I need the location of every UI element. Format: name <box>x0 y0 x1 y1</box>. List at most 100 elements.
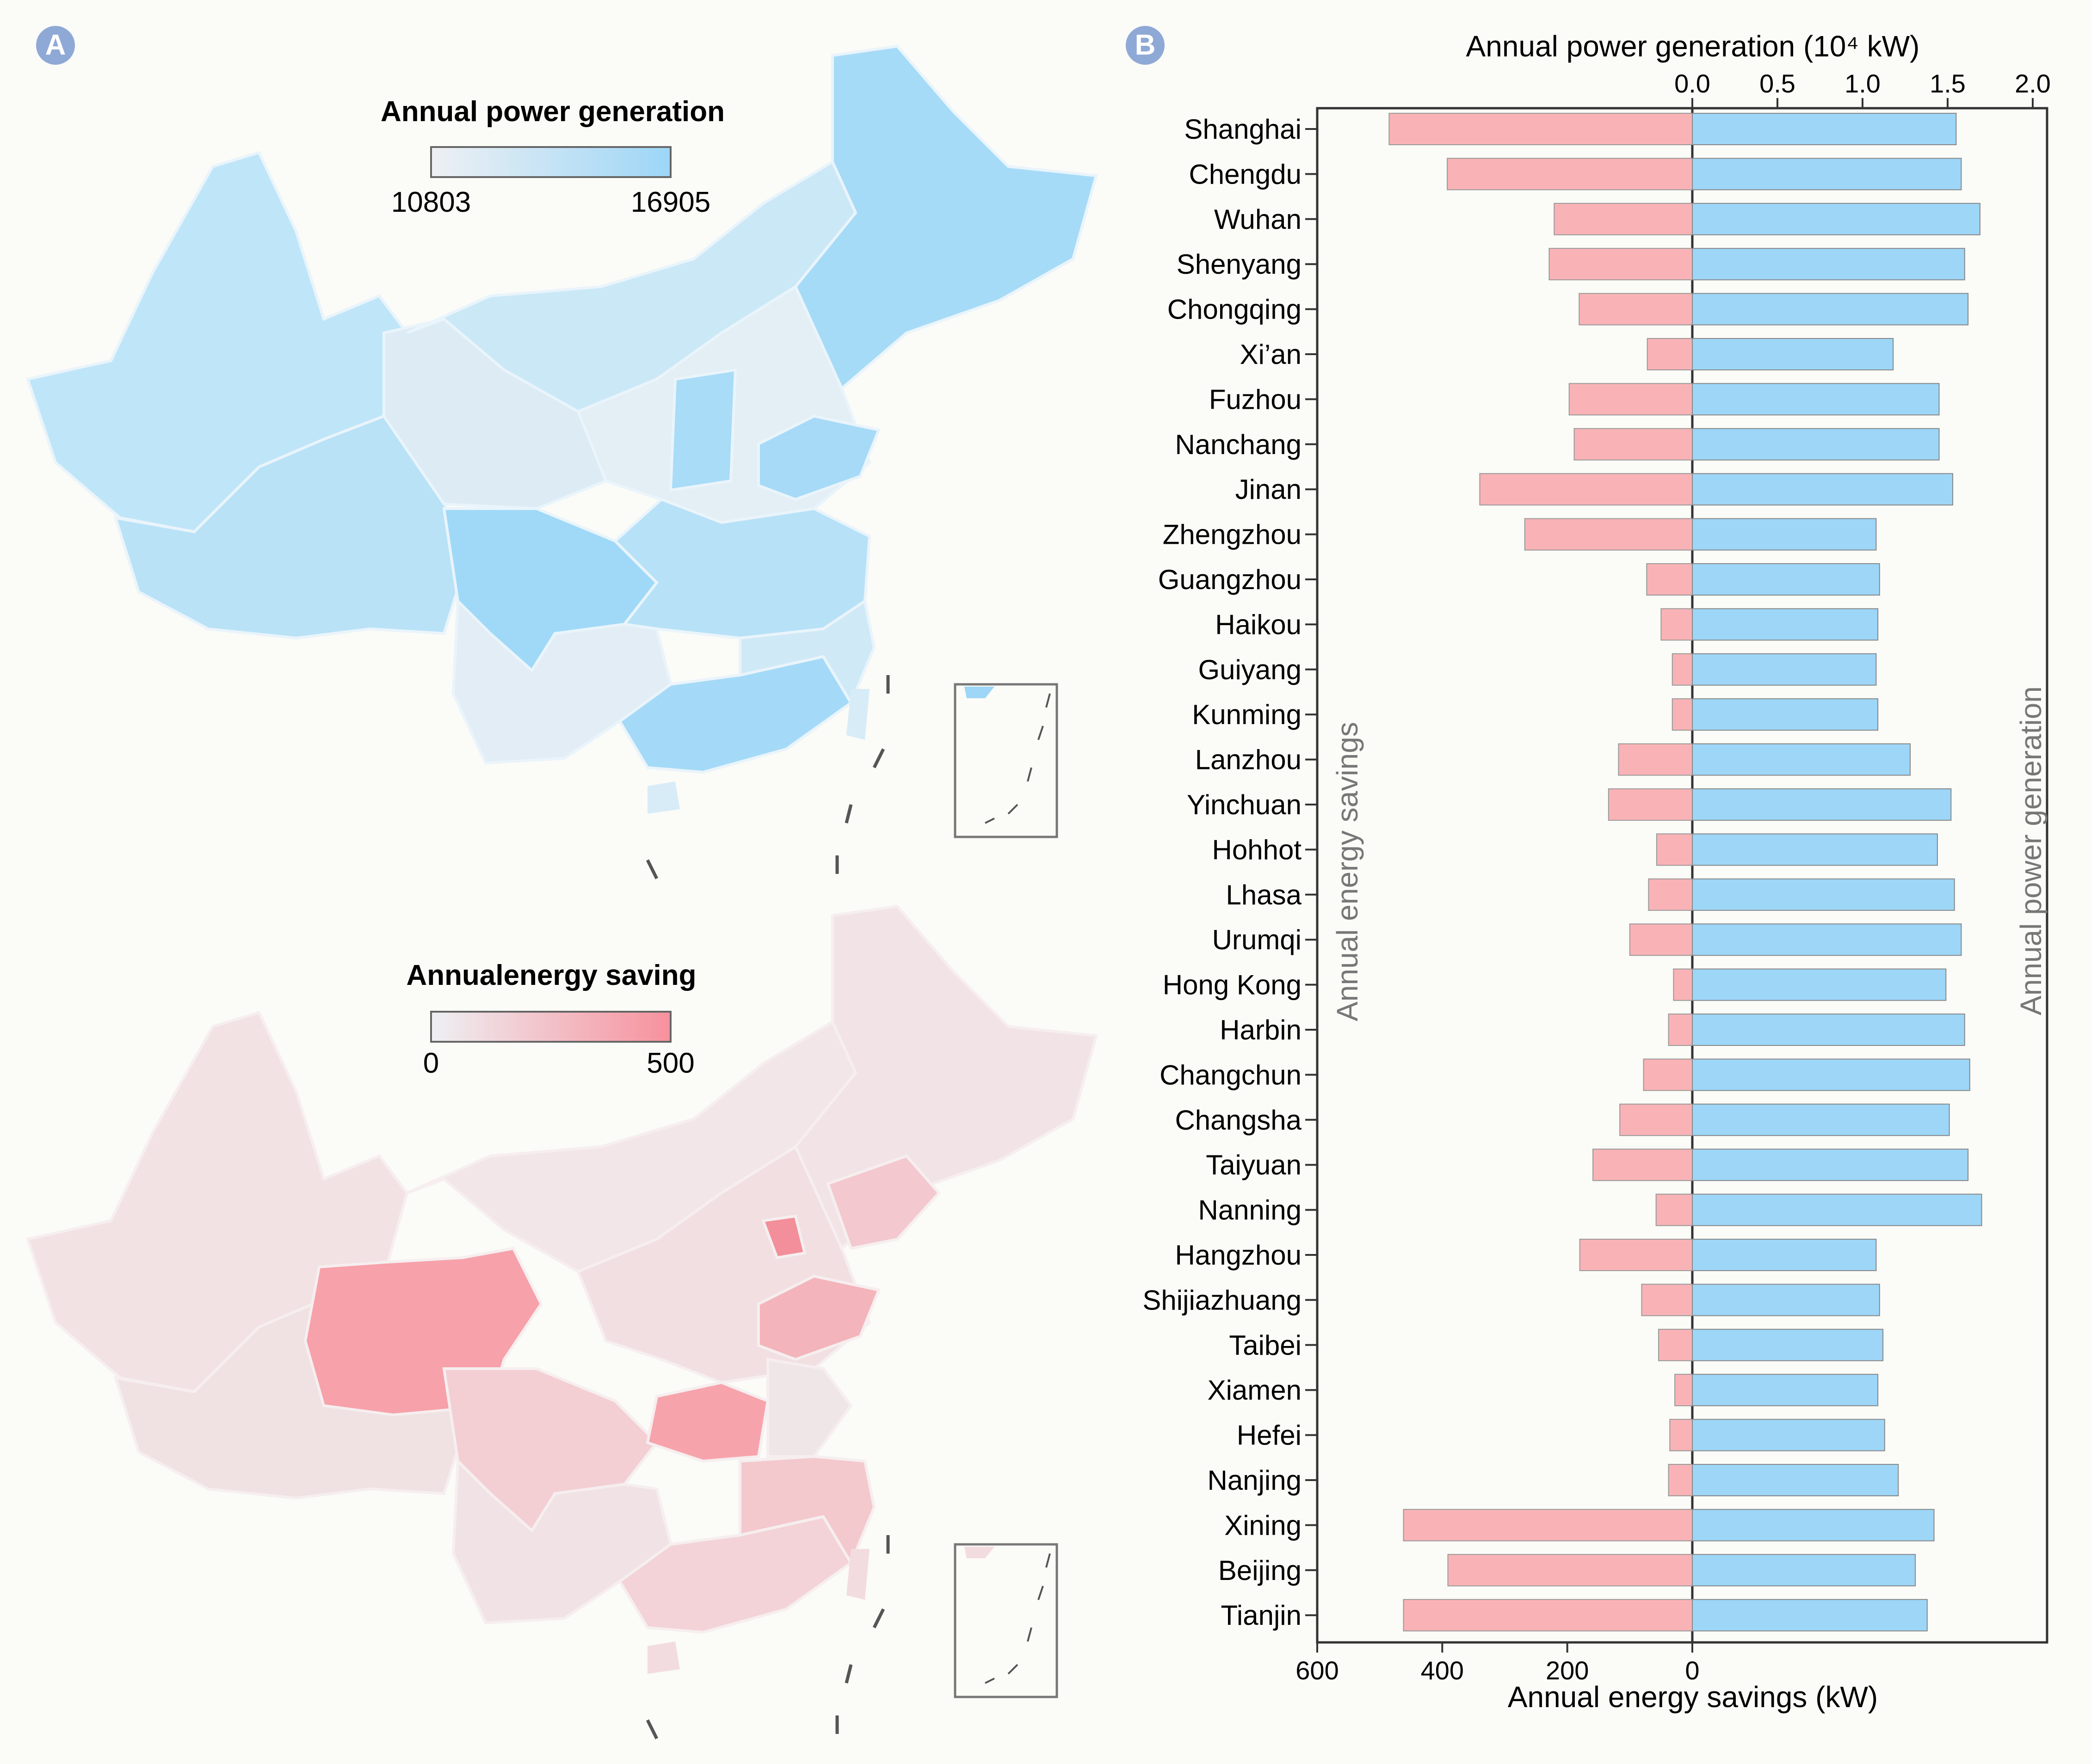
bar-generation-22 <box>1692 1103 1950 1136</box>
bar-generation-29 <box>1692 1419 1885 1451</box>
bar-generation-23 <box>1692 1149 1969 1181</box>
bar-generation-1 <box>1692 158 1962 191</box>
left-vertical-label: Annual energy savings <box>1331 722 1364 1021</box>
bar-generation-26 <box>1692 1284 1880 1316</box>
bars-layer <box>1388 113 1982 1632</box>
top-tick-label-4: 2.0 <box>2015 69 2051 98</box>
map-region-hainan <box>648 781 680 814</box>
map-energy-saving: Annualenergy saving 0 500 <box>26 904 1098 1739</box>
panel-badge-b: B <box>1126 26 1165 65</box>
bar-generation-19 <box>1692 968 1947 1001</box>
bar-generation-8 <box>1692 473 1954 506</box>
diverging-bar-chart: Shanghai Chengdu Wuhan Shenyang Chongqing Xi’… <box>1142 30 2051 1714</box>
bar-savings-30 <box>1668 1464 1693 1496</box>
bar-generation-3 <box>1692 248 1965 281</box>
bar-savings-18 <box>1629 923 1693 956</box>
inset-box-bottom <box>954 1543 1058 1698</box>
bottom-tick-label-1: 400 <box>1421 1656 1464 1685</box>
inset-box-top <box>954 683 1058 838</box>
bar-generation-32 <box>1692 1554 1916 1586</box>
bar-generation-11 <box>1692 608 1879 641</box>
category-label-22: Changsha <box>1175 1105 1301 1136</box>
category-label-0: Shanghai <box>1184 114 1301 145</box>
bar-savings-9 <box>1524 518 1693 551</box>
bar-savings-8 <box>1479 473 1693 506</box>
top-tick-label-1: 0.5 <box>1759 69 1795 98</box>
bar-generation-28 <box>1692 1374 1879 1407</box>
bar-generation-10 <box>1692 563 1880 596</box>
category-label-15: Yinchuan <box>1187 789 1301 820</box>
category-label-4: Chongqing <box>1167 294 1301 325</box>
inset-land-top <box>964 687 994 698</box>
category-label-8: Jinan <box>1235 474 1301 505</box>
bar-generation-30 <box>1692 1464 1899 1496</box>
bar-savings-10 <box>1646 563 1693 596</box>
bar-savings-29 <box>1669 1419 1693 1451</box>
right-vertical-label: Annual power generation <box>2014 686 2048 1015</box>
bar-generation-33 <box>1692 1599 1928 1632</box>
bar-generation-20 <box>1692 1014 1965 1046</box>
map-region-yunnan-guizhou <box>451 1458 672 1625</box>
bar-savings-1 <box>1447 158 1693 191</box>
bar-savings-17 <box>1648 878 1693 911</box>
legend-title-saving: Annualenergy saving <box>406 959 696 991</box>
bar-savings-12 <box>1672 653 1693 686</box>
south-sea-dashes-top <box>646 675 890 879</box>
bar-savings-5 <box>1647 338 1693 370</box>
bar-generation-31 <box>1692 1509 1935 1542</box>
bar-savings-23 <box>1592 1149 1693 1181</box>
inset-dashes-bottom <box>985 1553 1051 1684</box>
panel-badge-a: A <box>36 26 75 65</box>
category-label-20: Harbin <box>1220 1014 1301 1045</box>
map-region-hubei <box>646 1381 770 1463</box>
category-label-7: Nanchang <box>1175 429 1301 460</box>
inset-land-bottom <box>964 1547 994 1558</box>
map-region-liaoning <box>826 1154 941 1250</box>
bar-generation-24 <box>1692 1193 1982 1226</box>
bar-generation-27 <box>1692 1328 1884 1361</box>
category-label-11: Haikou <box>1215 609 1301 640</box>
bar-savings-15 <box>1608 788 1693 821</box>
legend-gradient-saving <box>430 1011 672 1043</box>
bar-savings-4 <box>1579 293 1693 326</box>
bottom-axis-ticks: 600 400 200 0 <box>1295 1642 1700 1685</box>
top-axis-ticks: 0.0 0.5 1.0 1.5 2.0 <box>1674 69 2051 108</box>
map-region-taiwan <box>846 689 870 740</box>
category-label-2: Wuhan <box>1214 204 1301 235</box>
bar-savings-11 <box>1660 608 1693 641</box>
bar-savings-3 <box>1548 248 1693 281</box>
category-label-29: Hefei <box>1237 1420 1301 1451</box>
category-label-30: Nanjing <box>1208 1465 1301 1496</box>
bar-savings-24 <box>1655 1193 1693 1226</box>
south-sea-dashes-bottom <box>646 1535 890 1739</box>
bar-savings-6 <box>1568 383 1693 416</box>
bar-generation-7 <box>1692 428 1940 461</box>
top-tick-label-0: 0.0 <box>1674 69 1710 98</box>
bar-savings-26 <box>1641 1284 1693 1316</box>
map-region-shanxi <box>669 368 737 492</box>
category-label-5: Xi’an <box>1240 339 1301 370</box>
bar-savings-14 <box>1618 743 1693 776</box>
bar-savings-28 <box>1674 1374 1693 1407</box>
category-label-27: Taibei <box>1229 1330 1301 1361</box>
bar-savings-19 <box>1673 968 1693 1001</box>
bar-savings-25 <box>1579 1239 1693 1271</box>
category-label-3: Shenyang <box>1177 249 1301 280</box>
category-label-33: Tianjin <box>1221 1600 1301 1631</box>
bar-generation-13 <box>1692 698 1879 731</box>
category-label-12: Guiyang <box>1198 654 1301 685</box>
bar-generation-15 <box>1692 788 1952 821</box>
map-region-beijing-tianjin <box>761 1214 807 1260</box>
category-label-31: Xining <box>1224 1510 1301 1541</box>
legend-min-power: 10803 <box>391 186 471 218</box>
category-label-19: Hong Kong <box>1163 970 1301 1001</box>
bar-savings-22 <box>1619 1103 1693 1136</box>
bar-savings-32 <box>1447 1554 1693 1586</box>
top-axis-label: Annual power generation (10⁴ kW) <box>1466 30 1920 63</box>
category-label-25: Hangzhou <box>1175 1240 1301 1271</box>
map-region-hainan <box>648 1641 680 1674</box>
bar-savings-31 <box>1403 1509 1693 1542</box>
bar-generation-14 <box>1692 743 1911 776</box>
map-power-generation: Annual power generation 10803 16905 <box>26 44 1098 879</box>
